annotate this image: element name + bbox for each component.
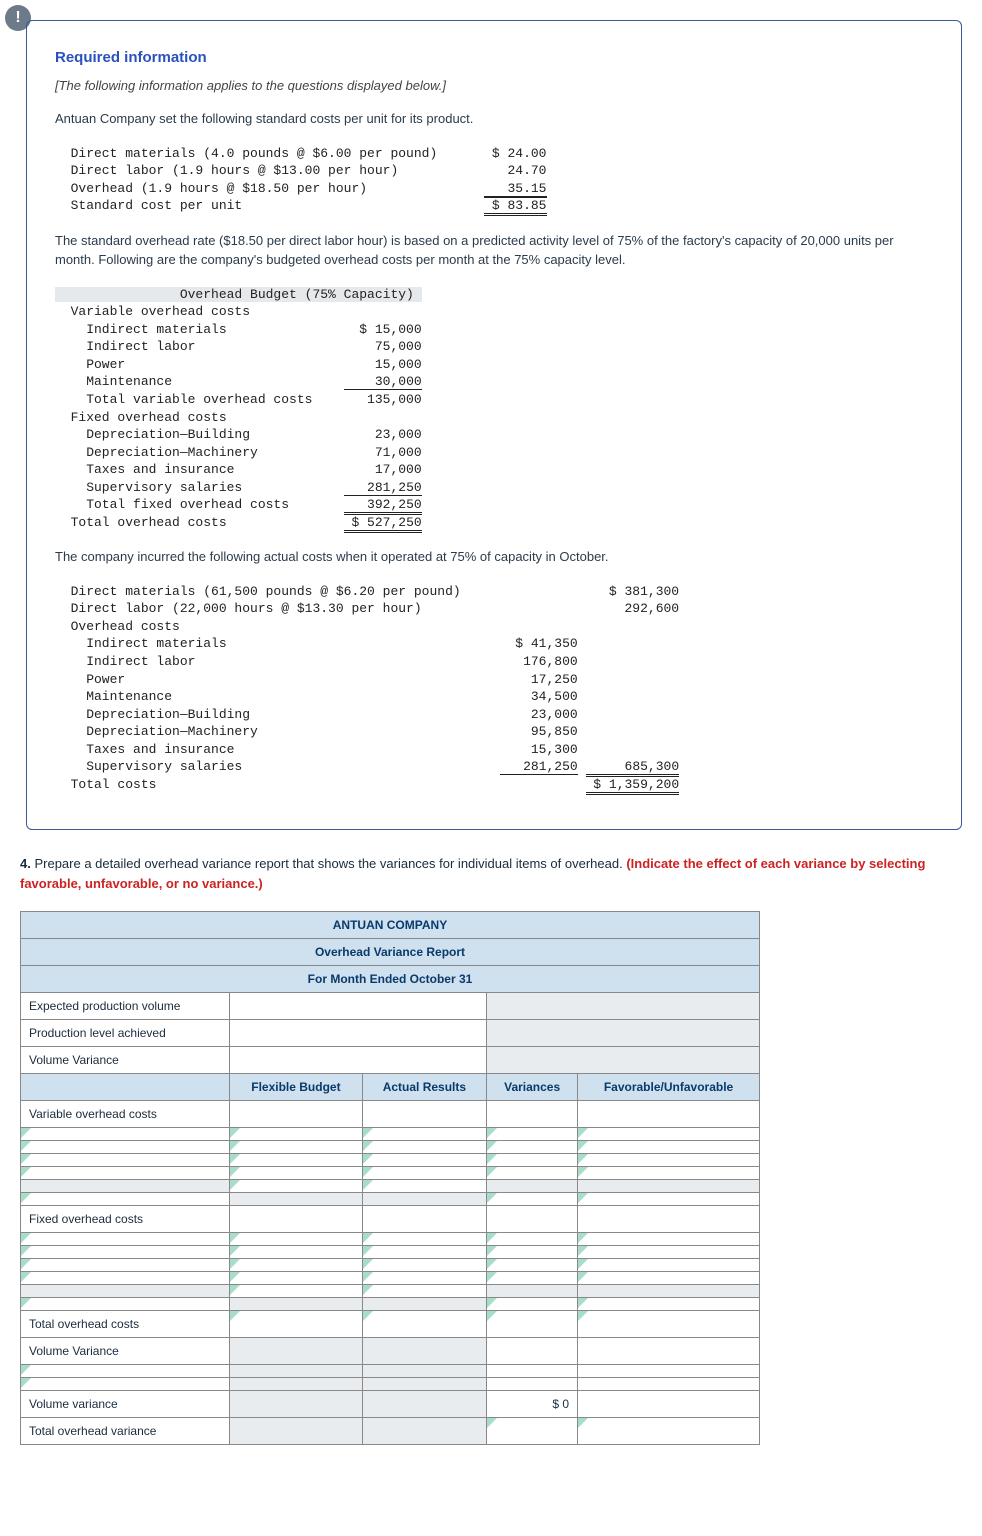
vol-var-item-select[interactable] [21, 1378, 230, 1391]
overhead-budget-table: Overhead Budget (75% Capacity) Variable … [55, 286, 933, 532]
answer-table: ANTUAN COMPANYOverhead Variance ReportFo… [20, 911, 760, 1445]
total-fav-unfav-select[interactable] [578, 1311, 760, 1338]
variance-input[interactable] [487, 1128, 578, 1141]
actual-results-input[interactable] [362, 1167, 487, 1180]
fav-unfav-select[interactable] [578, 1272, 760, 1285]
section-label: Variable overhead costs [21, 1101, 230, 1128]
vol-var-amount-input[interactable] [487, 1378, 578, 1391]
flexible-budget-input[interactable] [230, 1128, 362, 1141]
variance-input[interactable] [487, 1141, 578, 1154]
volume-variance-value: $ 0 [487, 1391, 578, 1418]
intro-paragraph: Antuan Company set the following standar… [55, 109, 933, 129]
top-row-input[interactable] [230, 993, 487, 1020]
total-overhead-label: Total overhead costs [21, 1311, 230, 1338]
vol-var-fav-select[interactable] [578, 1365, 760, 1378]
overhead-item-select[interactable] [21, 1193, 230, 1206]
fav-unfav-select[interactable] [578, 1193, 760, 1206]
fav-unfav-select[interactable] [578, 1246, 760, 1259]
flexible-budget-input[interactable] [230, 1167, 362, 1180]
volume-variance-fav-select[interactable] [578, 1391, 760, 1418]
column-header: Flexible Budget [230, 1074, 362, 1101]
volume-variance-label: Volume variance [21, 1391, 230, 1418]
flexible-budget-input[interactable] [230, 1272, 362, 1285]
overhead-item-select[interactable] [21, 1298, 230, 1311]
column-header: Favorable/Unfavorable [578, 1074, 760, 1101]
vol-var-item-select[interactable] [21, 1365, 230, 1378]
section-label: Fixed overhead costs [21, 1206, 230, 1233]
period-title: For Month Ended October 31 [21, 966, 760, 993]
fav-unfav-select[interactable] [578, 1298, 760, 1311]
vol-var-amount-input[interactable] [487, 1365, 578, 1378]
variance-input[interactable] [487, 1193, 578, 1206]
top-row-label: Expected production volume [21, 993, 230, 1020]
column-header: Variances [487, 1074, 578, 1101]
total-ov-variance-input[interactable] [487, 1418, 578, 1445]
top-row-input[interactable] [230, 1020, 487, 1047]
vol-var-fav-select[interactable] [578, 1378, 760, 1391]
total-ov-variance-fav-select[interactable] [578, 1418, 760, 1445]
fav-unfav-select[interactable] [578, 1233, 760, 1246]
total-flexible-input[interactable] [230, 1311, 362, 1338]
actual-results-input[interactable] [362, 1259, 487, 1272]
total-actual-input[interactable] [362, 1311, 487, 1338]
question-number: 4. [20, 856, 31, 871]
fav-unfav-select[interactable] [578, 1141, 760, 1154]
column-header: Actual Results [362, 1074, 487, 1101]
overhead-item-select[interactable] [21, 1272, 230, 1285]
fav-unfav-select[interactable] [578, 1259, 760, 1272]
overhead-rate-paragraph: The standard overhead rate ($18.50 per d… [55, 231, 933, 270]
variance-input[interactable] [487, 1154, 578, 1167]
overhead-item-select[interactable] [21, 1233, 230, 1246]
volume-variance-header: Volume Variance [21, 1338, 230, 1365]
overhead-item-select[interactable] [21, 1167, 230, 1180]
actual-results-input[interactable] [362, 1180, 487, 1193]
actual-results-input[interactable] [362, 1154, 487, 1167]
actual-results-input[interactable] [362, 1272, 487, 1285]
variance-input[interactable] [487, 1246, 578, 1259]
total-variance-input[interactable] [487, 1311, 578, 1338]
total-overhead-variance-label: Total overhead variance [21, 1418, 230, 1445]
question-body: Prepare a detailed overhead variance rep… [34, 856, 626, 871]
flexible-budget-input[interactable] [230, 1285, 362, 1298]
actual-costs-table: Direct materials (61,500 pounds @ $6.20 … [55, 583, 933, 794]
overhead-item-select[interactable] [21, 1128, 230, 1141]
overhead-item-select[interactable] [21, 1154, 230, 1167]
variance-input[interactable] [487, 1233, 578, 1246]
report-title: Overhead Variance Report [21, 939, 760, 966]
flexible-budget-input[interactable] [230, 1259, 362, 1272]
top-row-label: Production level achieved [21, 1020, 230, 1047]
actual-results-input[interactable] [362, 1233, 487, 1246]
fav-unfav-select[interactable] [578, 1154, 760, 1167]
question-text: 4. Prepare a detailed overhead variance … [20, 854, 962, 893]
variance-input[interactable] [487, 1298, 578, 1311]
overhead-item-select[interactable] [21, 1246, 230, 1259]
overhead-item-select[interactable] [21, 1259, 230, 1272]
flexible-budget-input[interactable] [230, 1246, 362, 1259]
actual-results-input[interactable] [362, 1128, 487, 1141]
applies-note: [The following information applies to th… [55, 78, 933, 93]
fav-unfav-select[interactable] [578, 1167, 760, 1180]
flexible-budget-input[interactable] [230, 1233, 362, 1246]
standard-costs-table: Direct materials (4.0 pounds @ $6.00 per… [55, 145, 933, 215]
top-row-label: Volume Variance [21, 1047, 230, 1074]
fav-unfav-select[interactable] [578, 1128, 760, 1141]
actual-results-input[interactable] [362, 1285, 487, 1298]
required-info-card: Required information [The following info… [26, 20, 962, 830]
flexible-budget-input[interactable] [230, 1180, 362, 1193]
actual-results-input[interactable] [362, 1246, 487, 1259]
variance-input[interactable] [487, 1259, 578, 1272]
flexible-budget-input[interactable] [230, 1154, 362, 1167]
company-title: ANTUAN COMPANY [21, 912, 760, 939]
actual-results-input[interactable] [362, 1141, 487, 1154]
variance-input[interactable] [487, 1272, 578, 1285]
variance-input[interactable] [487, 1167, 578, 1180]
top-row-input[interactable] [230, 1047, 487, 1074]
overhead-item-select[interactable] [21, 1141, 230, 1154]
required-info-heading: Required information [55, 49, 933, 66]
actual-costs-paragraph: The company incurred the following actua… [55, 547, 933, 567]
flexible-budget-input[interactable] [230, 1141, 362, 1154]
